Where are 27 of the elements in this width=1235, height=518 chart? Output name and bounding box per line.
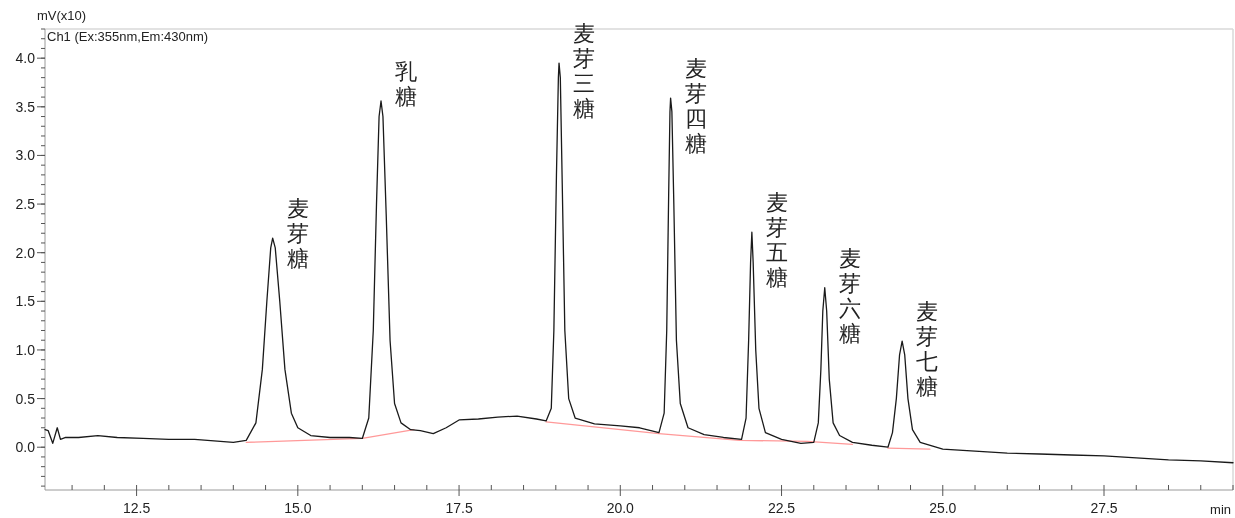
x-tick-label: 17.5 [445, 500, 473, 516]
x-tick-label: 22.5 [767, 500, 796, 516]
y-tick-label: 2.0 [15, 244, 36, 261]
y-tick-label: 4.0 [15, 50, 36, 67]
y-tick-label: 1.0 [15, 341, 36, 358]
x-tick-label: 15.0 [284, 500, 312, 516]
y-tick-label: 0.5 [15, 390, 36, 407]
x-tick-label: 25.0 [929, 500, 957, 516]
x-tick-label: 27.5 [1090, 500, 1118, 516]
y-tick-label: 2.5 [15, 196, 36, 213]
annotation: 麦芽六糖 [838, 245, 861, 346]
y-tick-label: 3.0 [15, 147, 36, 164]
annotation: 麦芽七糖 [916, 299, 939, 400]
y-tick-label: 0.0 [15, 439, 36, 456]
annotation: 麦芽糖 [286, 196, 309, 272]
line-series [545, 421, 854, 445]
annotation: 麦芽四糖 [684, 56, 707, 157]
y-tick-label: 1.5 [15, 293, 36, 310]
x-tick-label: 20.0 [606, 500, 635, 516]
x-tick-label: 12.5 [122, 500, 151, 516]
y-tick-label: 3.5 [15, 98, 36, 115]
annotation: 乳糖 [395, 58, 418, 109]
y-axis-title: mV(x10) [37, 8, 87, 23]
x-axis-title: min [1210, 502, 1231, 517]
annotation: 麦芽三糖 [573, 21, 596, 122]
chart-title: Ch1 (Ex:355nm,Em:430nm) [47, 29, 209, 44]
annotation: 麦芽五糖 [765, 190, 788, 291]
